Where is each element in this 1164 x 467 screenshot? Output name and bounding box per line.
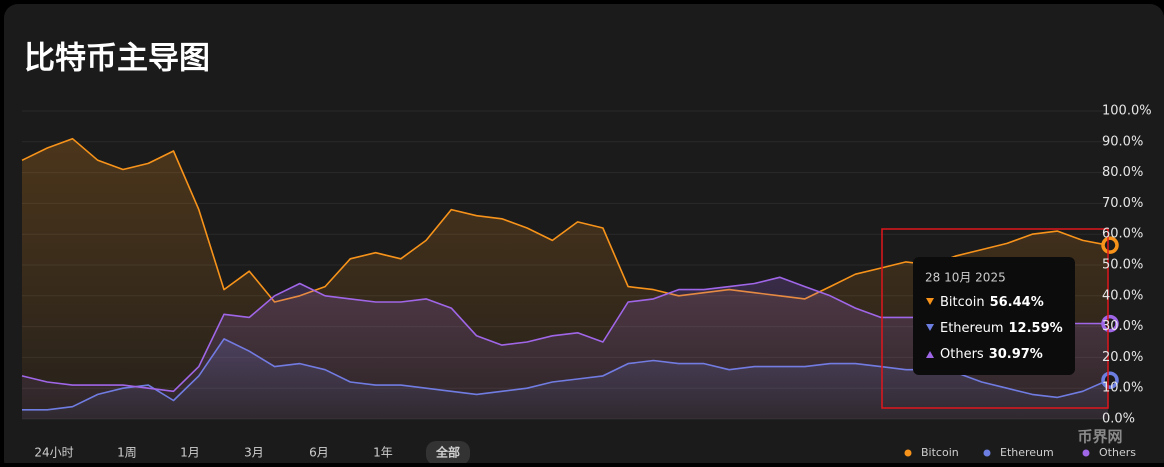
range-button[interactable]: 1周 [117,446,137,460]
y-tick-label: 100.0% [1102,104,1152,119]
range-button[interactable]: 3月 [244,446,264,460]
tooltip-series-name: Others [940,347,984,362]
y-axis: 0.0% 10.0% 20.0% 30.0% 40.0% 50.0% 60.0% 70.0% 8… [1102,104,1152,427]
tooltip-value: 12.59% [1009,321,1063,336]
end-marker [1101,314,1119,333]
tooltip-series-name: Bitcoin [940,295,985,310]
page-title: 比特币主导图 [24,41,210,77]
y-tick-label: 50.0% [1102,258,1143,273]
tooltip: 28 10月 2025 Bitcoin 56.44% Ethereum 12.59% O… [913,257,1075,375]
y-tick-label: 0.0% [1102,412,1135,427]
y-tick-label: 40.0% [1102,288,1143,303]
end-marker [1101,236,1119,254]
tooltip-marker [926,298,934,305]
tooltip-row: Bitcoin 56.44% [940,295,1044,310]
tooltip-value: 30.97% [989,347,1043,362]
end-marker [1101,371,1119,389]
tooltip-marker [926,324,934,331]
legend-label[interactable]: Ethereum [1000,446,1054,459]
series-area [22,277,1108,419]
tooltip-series-name: Ethereum [940,321,1004,336]
tooltip-marker [926,351,934,358]
tooltip-box [913,257,1075,375]
range-button[interactable]: 6月 [309,446,329,460]
range-button[interactable]: 24小时 [34,446,73,460]
y-tick-label: 80.0% [1102,165,1143,180]
legend-swatch[interactable] [904,449,912,457]
legend-label[interactable]: Bitcoin [921,446,959,459]
tooltip-row: Ethereum 12.59% [940,321,1063,336]
y-tick-label: 70.0% [1102,196,1143,211]
tooltip-value: 56.44% [990,295,1044,310]
legend-swatch[interactable] [1082,449,1090,457]
highlight-box [881,228,1109,409]
tooltip-date: 28 10月 2025 [925,271,1006,285]
range-button[interactable]: 全部 [435,445,460,460]
bottom-bar: 24小时 1周 1月 3月 6月 1年 全部 Bitcoin Ethereum Others [34,441,1136,465]
watermark: 币界网 [1077,428,1122,446]
range-button[interactable]: 1年 [373,446,393,460]
y-tick-label: 10.0% [1102,381,1143,396]
y-tick-label: 60.0% [1102,227,1143,242]
y-tick-label: 30.0% [1102,319,1143,334]
legend-swatch[interactable] [983,449,991,457]
range-button-active[interactable] [426,441,470,465]
y-tick-label: 20.0% [1102,350,1143,365]
y-tick-label: 90.0% [1102,134,1143,149]
range-button[interactable]: 1月 [180,446,200,460]
legend-label[interactable]: Others [1099,446,1136,459]
plot [21,137,1119,419]
tooltip-row: Others 30.97% [940,347,1043,362]
